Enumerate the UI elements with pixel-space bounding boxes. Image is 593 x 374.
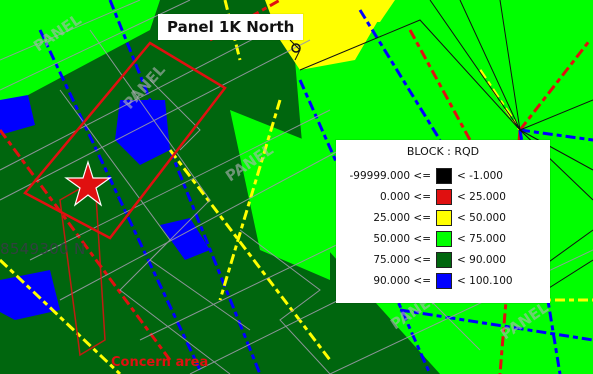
drillhole-trace: [38, 29, 202, 371]
legend-row-min: 0.000 <=: [380, 191, 431, 203]
survey-marker: [291, 43, 301, 53]
legend-row: -99999.000 <= < -1.000: [336, 167, 550, 188]
drillhole-trace: [518, 39, 592, 131]
legend-row-max: < 100.100: [457, 275, 513, 287]
legend-row: 75.000 <= < 90.000: [336, 251, 550, 272]
drive-outline: [239, 229, 331, 374]
legend-row-min: 75.000 <=: [373, 254, 431, 266]
black-line: [299, 19, 521, 131]
drive-outline: [29, 109, 331, 261]
legend-swatch-bright-green: [436, 231, 452, 247]
legend-row-max: < 25.000: [457, 191, 506, 203]
legend-row-max: < 50.000: [457, 212, 506, 224]
legend-row: 25.000 <= < 50.000: [336, 209, 550, 230]
concern-area-outline: [23, 41, 227, 240]
drillhole-trace: [399, 308, 593, 342]
drive-outline: [0, 19, 291, 171]
legend-swatch-dark-green: [436, 252, 452, 268]
rqd-legend: BLOCK : RQD -99999.000 <= < -1.000 0.000…: [336, 140, 550, 303]
drillhole-trace: [0, 258, 122, 374]
concern-area-label: Concern area: [111, 355, 209, 370]
black-line: [499, 0, 521, 131]
drillhole-trace: [408, 29, 472, 141]
legend-row-min: 25.000 <=: [373, 212, 431, 224]
coordinate-label: 8549300 N: [0, 240, 86, 258]
rqd-zone-blue-2: [0, 95, 35, 135]
drive-outline: [0, 39, 311, 201]
legend-row: 0.000 <= < 25.000: [336, 188, 550, 209]
drillhole-trace: [0, 129, 172, 361]
legend-row-max: < -1.000: [457, 170, 503, 182]
drive-outline: [0, 0, 141, 61]
legend-title: BLOCK : RQD: [406, 145, 480, 158]
legend-row-max: < 75.000: [457, 233, 506, 245]
legend-row: 50.000 <= < 75.000: [336, 230, 550, 251]
drive-outline: [89, 29, 251, 331]
legend-rows: -99999.000 <= < -1.000 0.000 <= < 25.000…: [336, 167, 550, 293]
legend-row-max: < 90.000: [457, 254, 506, 266]
drillhole-trace: [358, 9, 442, 141]
rqd-zone-blue-3: [0, 270, 60, 320]
drillhole-trace: [519, 128, 593, 142]
rqd-zone-blue-4: [160, 218, 210, 260]
black-line: [459, 0, 521, 131]
map-title: Panel 1K North: [158, 14, 304, 40]
drive-outline: [59, 89, 231, 374]
drillhole-trace: [168, 149, 332, 361]
drillhole-trace: [298, 79, 432, 374]
legend-swatch-yellow: [436, 210, 452, 226]
drillhole-trace: [108, 0, 262, 374]
rqd-zone-yellow-2: [330, 0, 395, 22]
legend-swatch-blue: [436, 273, 452, 289]
rqd-zone-blue-1: [115, 100, 170, 165]
black-line: [519, 129, 593, 171]
legend-swatch-black: [436, 168, 452, 184]
legend-swatch-red: [436, 189, 452, 205]
rqd-zone-bright-green-mid: [230, 110, 330, 280]
legend-row-min: -99999.000 <=: [349, 170, 431, 182]
legend-row-min: 90.000 <=: [373, 275, 431, 287]
drive-outline: [149, 79, 201, 151]
legend-row: 90.000 <= < 100.100: [336, 272, 550, 293]
drive-outline: [59, 149, 341, 301]
star-marker-icon: [64, 159, 112, 207]
legend-row-min: 50.000 <=: [373, 233, 431, 245]
